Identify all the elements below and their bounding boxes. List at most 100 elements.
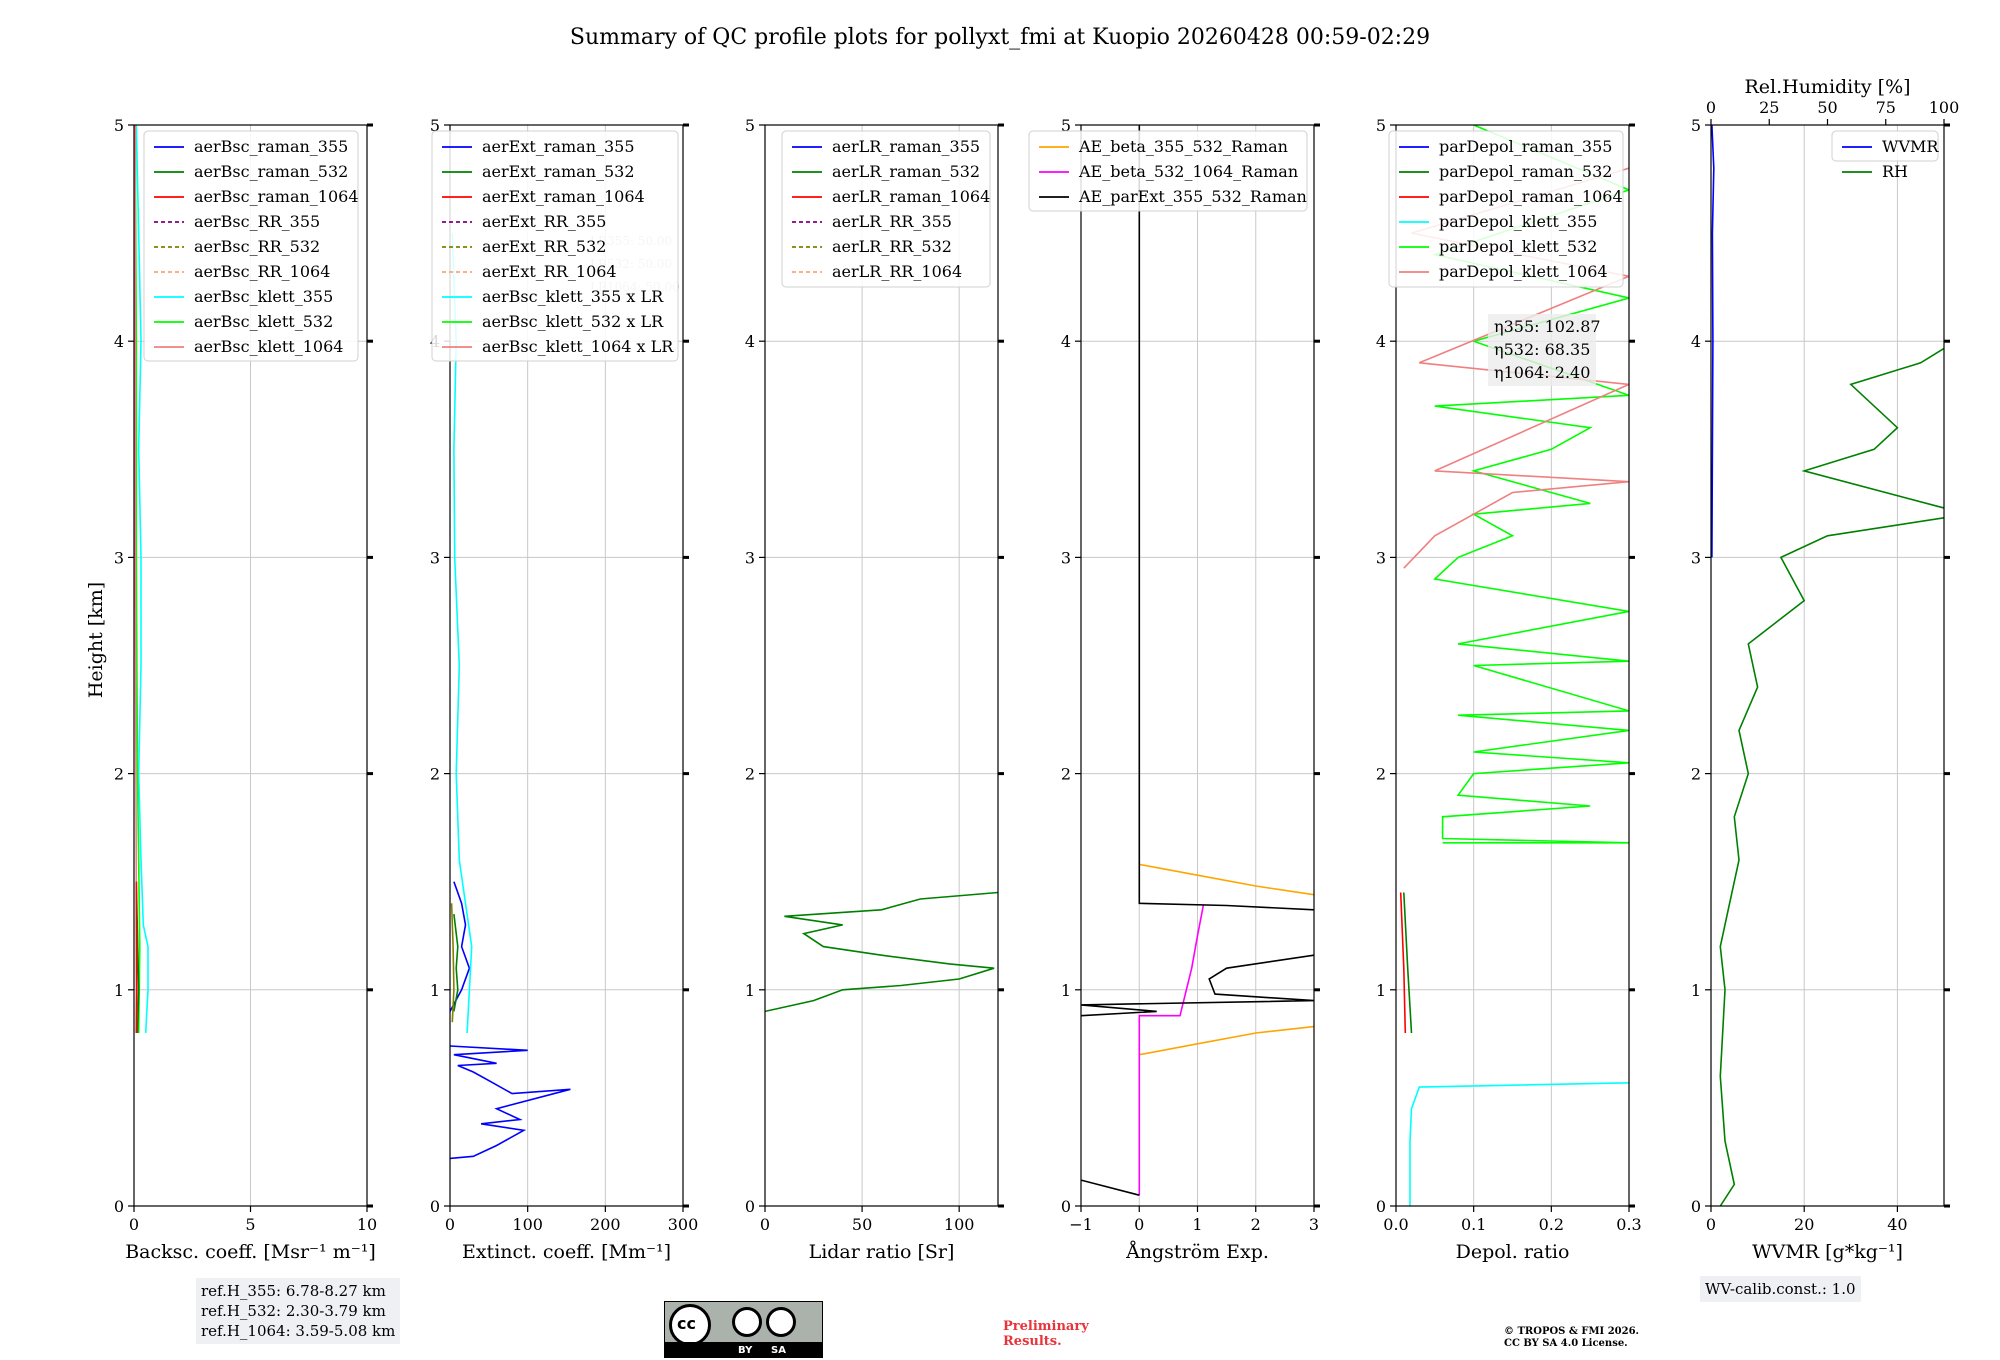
legend-box (431, 130, 679, 362)
y-tick-label: 3 (1691, 548, 1701, 567)
y-tick-label: 0 (1376, 1197, 1386, 1216)
cc-circle-icon (669, 1304, 711, 1346)
y-tick-label: 0 (430, 1197, 440, 1216)
legend-entry: aerExt_raman_532 (482, 162, 635, 181)
y-tick-label: 3 (430, 548, 440, 567)
y-tick-label: 4 (1691, 332, 1701, 351)
legend-entry: aerExt_RR_355 (482, 212, 606, 231)
y-tick-label: 5 (1691, 116, 1701, 135)
legend-entry: aerExt_raman_355 (482, 137, 635, 156)
x-tick-label: 0.1 (1461, 1215, 1486, 1234)
x-tick-label: 0 (445, 1215, 455, 1234)
legend-entry: aerBsc_klett_355 x LR (482, 287, 664, 306)
y-tick-label: 2 (1691, 765, 1701, 784)
x-tick-label: 0.2 (1539, 1215, 1564, 1234)
x-tick-label: 5 (245, 1215, 255, 1234)
copyright-note: © TROPOS & FMI 2026. CC BY SA 4.0 Licens… (1504, 1326, 1639, 1350)
series-line-AE_beta_355_532_Raman-low (1139, 1025, 1314, 1056)
ref-height-532: ref.H_532: 2.30-3.79 km (201, 1302, 386, 1320)
top-x-tick-label: 75 (1876, 98, 1896, 117)
legend: aerBsc_raman_355 aerBsc_raman_532 aerBsc_r… (143, 130, 359, 362)
y-tick-label: 3 (1061, 548, 1071, 567)
series-line-aerExt_raman_355 (450, 1045, 571, 1160)
legend-entry: aerExt_RR_532 (482, 237, 606, 256)
copyright-line-2: CC BY SA 4.0 License. (1504, 1338, 1628, 1349)
x-tick-label: 0 (1134, 1215, 1144, 1234)
y-tick-label: 5 (1061, 116, 1071, 135)
series-line-aerLR_raman_532 (765, 891, 998, 1013)
y-tick-label: 0 (114, 1197, 124, 1216)
annotation-text: η1064: 2.40 (1494, 363, 1590, 382)
x-tick-label: 2 (1251, 1215, 1261, 1234)
legend-entry: AE_beta_355_532_Raman (1078, 137, 1288, 156)
legend-entry: aerLR_RR_355 (832, 212, 952, 231)
legend: aerExt_raman_355 aerExt_raman_532 aerExt_r… (431, 130, 679, 362)
copyright-line-1: © TROPOS & FMI 2026. (1504, 1326, 1640, 1337)
series-line-AE_parExt_355_532_Raman-mid (1081, 954, 1314, 1017)
panel-extinction: 0100200300012345Extinct. coeff. [Mm⁻¹]LR… (430, 116, 698, 1263)
plot-frame (1710, 124, 1945, 1207)
legend-entry: aerBsc_RR_532 (194, 237, 320, 256)
y-tick-label: 0 (1061, 1197, 1071, 1216)
panel-lidar_ratio: 0 50 100 0 1 2 3 4 5 Lidar ratio [Sr] aerLR_raman_… (745, 116, 1004, 1263)
legend: AE_beta_355_532_Raman AE_beta_532_1064_Ra… (1028, 130, 1308, 212)
cc-icon: cc (677, 1314, 696, 1333)
legend-entry: aerExt_raman_1064 (482, 187, 645, 206)
cc-license-badge: cc BY SA (664, 1301, 823, 1358)
legend-entry: aerBsc_klett_532 x LR (482, 312, 664, 331)
legend: parDepol_raman_355 parDepol_raman_532 parD… (1388, 130, 1624, 288)
x-tick-label: 1 (1192, 1215, 1202, 1234)
y-tick-label: 0 (1691, 1197, 1701, 1216)
y-tick-label: 2 (430, 765, 440, 784)
legend: aerLR_raman_355 aerLR_raman_532 aerLR_rama… (781, 130, 991, 288)
y-tick-label: 2 (745, 765, 755, 784)
legend-entry: aerExt_RR_1064 (482, 262, 617, 281)
x-tick-label: 50 (852, 1215, 872, 1234)
series-line-AE_beta_355_532_Raman-high (1139, 863, 1314, 896)
x-tick-label: 3 (1309, 1215, 1319, 1234)
series-line-aerBsc_klett_355 (135, 125, 149, 1034)
y-tick-label: 2 (1376, 765, 1386, 784)
legend-entry: aerLR_RR_532 (832, 237, 952, 256)
x-axis-label: Ångström Exp. (1125, 1241, 1269, 1263)
top-x-tick-label: 25 (1759, 98, 1779, 117)
y-tick-label: 5 (1376, 116, 1386, 135)
top-x-axis-label: Rel.Humidity [%] (1744, 76, 1910, 98)
legend-entry: aerLR_raman_355 (832, 137, 980, 156)
x-axis-label: WVMR [g*kg⁻¹] (1752, 1241, 1903, 1263)
legend-box (781, 130, 991, 288)
x-tick-label: 10 (357, 1215, 377, 1234)
legend-entry: aerBsc_raman_1064 (194, 187, 359, 206)
cc-badge-strip: BY SA (665, 1342, 822, 1357)
top-x-tick-label: 100 (1929, 98, 1960, 117)
y-tick-label: 3 (114, 548, 124, 567)
y-tick-label: 1 (1691, 981, 1701, 1000)
annotation-box: η355: 102.87 η532: 68.35 η1064: 2.40 (1488, 314, 1601, 386)
legend-entry: aerBsc_raman_532 (194, 162, 348, 181)
legend-box (1028, 130, 1308, 212)
annotation-text: η355: 102.87 (1494, 317, 1601, 336)
x-tick-label: 300 (668, 1215, 699, 1234)
x-axis-label: Extinct. coeff. [Mm⁻¹] (462, 1241, 671, 1263)
annotation-bg (1488, 314, 1596, 386)
x-tick-label: 200 (590, 1215, 621, 1234)
top-x-tick-label: 50 (1817, 98, 1837, 117)
y-tick-label: 5 (745, 116, 755, 135)
series-line-aerExt_raman_532 (453, 914, 459, 1012)
y-tick-label: 2 (1061, 765, 1071, 784)
series-line-aerBsc_klett_532 (134, 125, 141, 1034)
series-line-parDepol_klett_355 (1409, 1082, 1629, 1206)
x-axis-label: Depol. ratio (1456, 1241, 1570, 1263)
legend-entry: parDepol_klett_355 (1439, 212, 1597, 231)
series-line-AE_parExt_355_532_Raman-low (1081, 1179, 1140, 1196)
series-line-parDepol_raman_1064 (1399, 892, 1407, 1034)
y-tick-label: 1 (745, 981, 755, 1000)
series-line-RH (1719, 275, 1944, 1206)
legend-entry: RH (1882, 162, 1908, 181)
legend-entry: WVMR (1882, 137, 1939, 156)
legend-entry: aerBsc_raman_355 (194, 137, 348, 156)
y-tick-label: 3 (745, 548, 755, 567)
ref-height-1064: ref.H_1064: 3.59-5.08 km (201, 1322, 396, 1340)
series-line-aerExt_raman_355-upper (450, 881, 471, 1012)
